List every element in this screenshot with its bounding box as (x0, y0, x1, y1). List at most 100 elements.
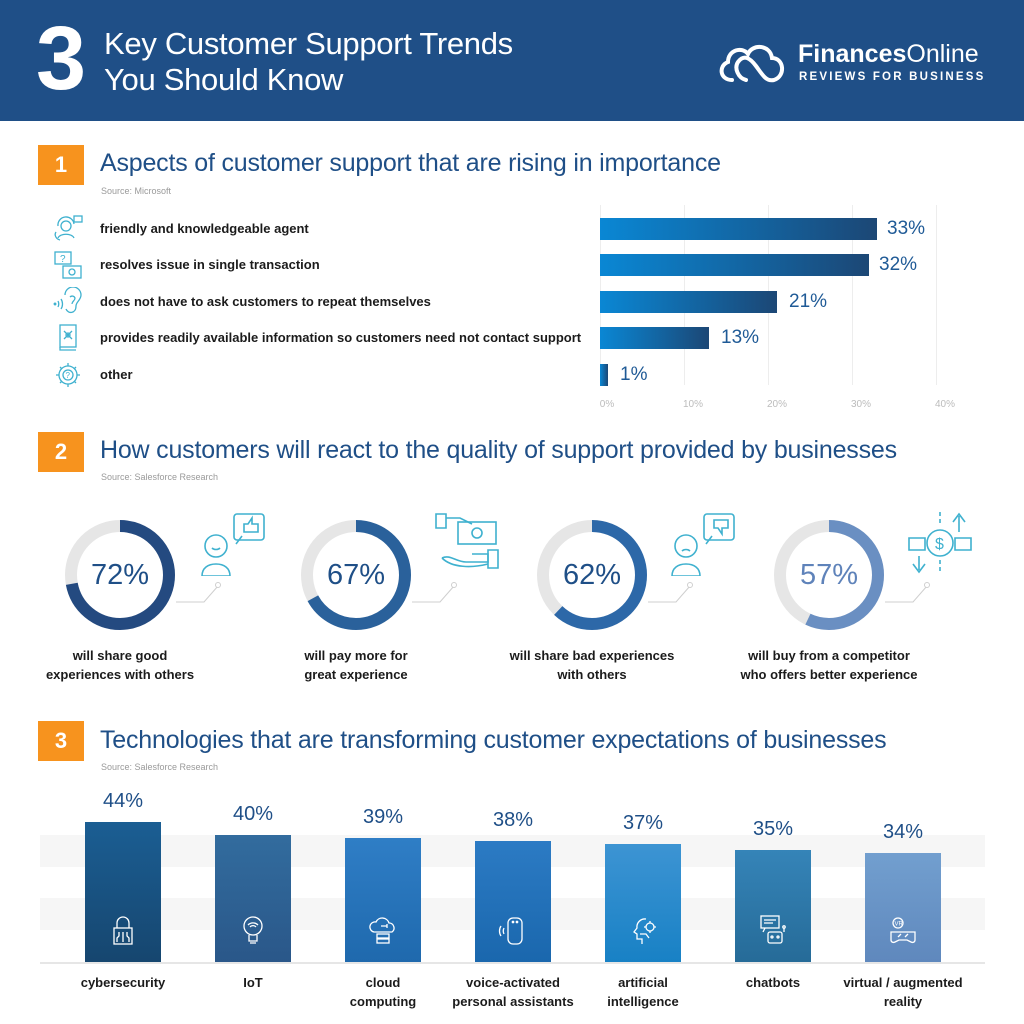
aspect-row: ? resolves issue in single transaction (52, 250, 592, 280)
sad-person-thumbs-down-icon (671, 513, 735, 576)
title-line-1: Key Customer Support Trends (104, 26, 513, 61)
svg-text:$: $ (935, 536, 944, 553)
chatbot-icon (760, 915, 786, 944)
hand-money-icon (435, 513, 499, 569)
aspect-label: other (100, 367, 133, 382)
question-idea-chat-icon: ? (54, 251, 82, 279)
knowledge-book-icon (59, 324, 77, 351)
connector-line (412, 582, 457, 603)
bar-value: 38% (492, 809, 534, 831)
donut-caption: will buy from a competitor who offers bet… (740, 648, 918, 682)
axis-tick: 10% (682, 399, 704, 410)
smart-speaker-icon (498, 917, 523, 945)
svg-text:?: ? (66, 371, 71, 380)
logo-brand: FinancesOnline (798, 40, 979, 68)
bar-friendly-agent (600, 218, 877, 240)
aspect-row: provides readily available information s… (52, 323, 592, 353)
header-number: 3 (36, 9, 87, 109)
happy-person-thumbs-up-icon (201, 513, 265, 576)
donut-caption: will share bad experiences with others (509, 648, 675, 682)
money-exchange-icon: $ (908, 512, 972, 574)
section-2-title: How customers will react to the quality … (100, 436, 897, 464)
gear-question-icon: ? (56, 363, 80, 387)
aspects-bar-chart: 33% 32% 21% 13% 1% 0% 10% 20% 30% 40% (600, 205, 960, 415)
section-3-badge: 3 (38, 721, 84, 761)
bar-value: 39% (362, 806, 404, 828)
bar-cybersecurity (85, 822, 161, 962)
bar-single-transaction (600, 254, 869, 276)
connector-line (885, 582, 930, 603)
bar-label: cybersecurity (80, 975, 166, 990)
financesonline-logo[interactable]: FinancesOnline REVIEWS FOR BUSINESS (716, 40, 996, 86)
bar-label: voice-activated personal assistants (452, 975, 574, 1009)
ai-head-gear-icon (633, 918, 656, 944)
bar-value: 34% (882, 821, 924, 843)
section-1-source: Source: Microsoft (101, 186, 172, 196)
bar-value: 40% (232, 803, 274, 825)
donut-value: 57% (799, 559, 859, 591)
bar-other (600, 364, 608, 386)
bar-value: 44% (102, 790, 144, 812)
aspect-label: friendly and knowledgeable agent (100, 221, 309, 236)
bar-no-repeat (600, 291, 777, 313)
ear-icon (53, 287, 82, 314)
axis-tick: 40% (934, 399, 956, 410)
section-1-badge: 1 (38, 145, 84, 185)
section-1-title: Aspects of customer support that are ris… (100, 149, 721, 177)
bar-value: 1% (620, 364, 648, 385)
header-banner: 3 Key Customer Support Trends You Should… (0, 0, 1024, 121)
aspect-row: ? other (52, 360, 592, 390)
smart-bulb-icon (243, 916, 263, 944)
aspect-row: friendly and knowledgeable agent (52, 214, 592, 244)
section-2-badge: 2 (38, 432, 84, 472)
bar-label: chatbots (745, 975, 801, 990)
bar-label: artificial intelligence (607, 975, 679, 1009)
donut-value: 67% (326, 559, 386, 591)
donut-value: 72% (90, 559, 150, 591)
bar-chatbots (735, 850, 811, 962)
bar-value: 21% (789, 291, 828, 312)
bar-cloud-computing (345, 838, 421, 962)
page-title: Key Customer Support Trends You Should K… (104, 26, 513, 98)
axis-tick: 0% (599, 399, 615, 410)
bar-value: 32% (879, 254, 918, 275)
chart-baseline (40, 962, 985, 964)
aspect-label: provides readily available information s… (100, 330, 582, 345)
bar-value: 35% (752, 818, 794, 840)
donut-share-bad: 62% (536, 519, 648, 631)
bar-iot (215, 835, 291, 962)
section-3-title: Technologies that are transforming custo… (100, 726, 887, 754)
svg-text:VR: VR (895, 922, 904, 928)
axis-tick: 20% (766, 399, 788, 410)
donut-share-good: 72% (64, 519, 176, 631)
axis-tick: 30% (850, 399, 872, 410)
bar-voice-assistants (475, 841, 551, 962)
section-2-source: Source: Salesforce Research (101, 472, 219, 482)
aspect-label: resolves issue in single transaction (100, 257, 320, 272)
support-agent-icon (54, 215, 83, 241)
bar-label: virtual / augmented reality (843, 975, 963, 1009)
cloud-icon (719, 45, 784, 83)
donut-caption: will pay more for great experience (304, 648, 408, 682)
bar-vr-ar: VR (865, 853, 941, 962)
donut-value: 62% (562, 559, 622, 591)
connector-line (176, 582, 221, 603)
cloud-server-icon (369, 917, 395, 944)
connector-line (648, 582, 693, 603)
bar-artificial-intelligence (605, 844, 681, 962)
svg-text:?: ? (60, 254, 66, 265)
bar-available-info (600, 327, 709, 349)
logo-tagline: REVIEWS FOR BUSINESS (799, 71, 986, 83)
donut-buy-competitor: 57% (773, 519, 885, 631)
donut-caption: will share good experiences with others (45, 648, 195, 682)
bar-value: 13% (721, 327, 760, 348)
bar-value: 33% (887, 218, 926, 239)
bar-value: 37% (622, 812, 664, 834)
bar-label: IoT (243, 975, 263, 990)
lock-circuit-icon (113, 916, 133, 945)
bar-label: cloud computing (349, 975, 417, 1009)
section-3-source: Source: Salesforce Research (101, 762, 219, 772)
aspect-row: does not have to ask customers to repeat… (52, 287, 592, 317)
grid-line (852, 205, 853, 385)
grid-line (936, 205, 937, 385)
